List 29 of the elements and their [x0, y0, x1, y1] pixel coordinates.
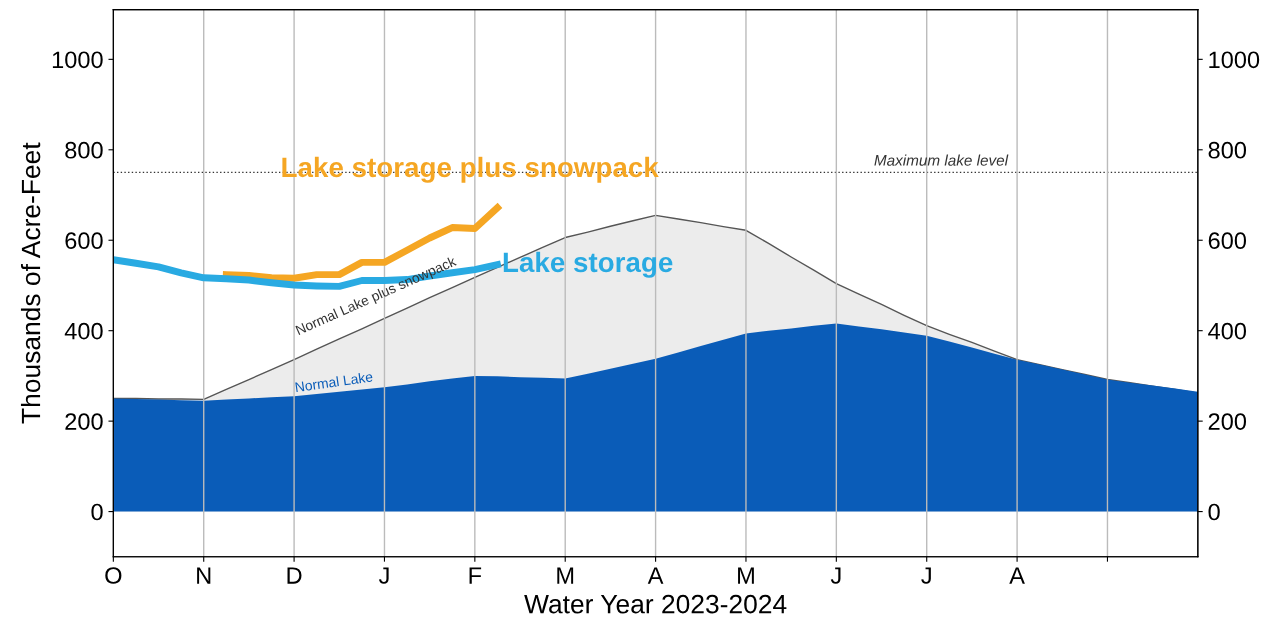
y2-tick-label: 800	[1208, 141, 1247, 159]
y2-tick-label: 0	[1208, 503, 1220, 521]
x-tick-label: M	[738, 567, 754, 584]
x-tick-label: D	[287, 567, 302, 584]
ref-line-label: Maximum lake level	[874, 154, 1009, 166]
x-tick-label: M	[557, 567, 574, 584]
x-tick-label: A	[647, 567, 664, 584]
y2-tick-label: 400	[1208, 322, 1247, 340]
x-tick-label: A	[1009, 567, 1025, 584]
x-tick-label: F	[469, 567, 482, 584]
y-tick-label: 200	[65, 413, 103, 430]
series-label: Lake storage plus snowpack	[282, 156, 659, 183]
y2-tick-label: 200	[1208, 413, 1247, 430]
x-tick-label: N	[197, 567, 211, 584]
y2-tick-label: 600	[1208, 232, 1247, 250]
y-tick-label: 600	[65, 232, 103, 250]
x-axis-title: Water Year 2023-2024	[524, 594, 787, 614]
y-axis-title: Thousands of Acre-Feet	[20, 142, 41, 424]
series-label: Lake storage	[503, 251, 673, 278]
x-tick-label: J	[830, 567, 841, 584]
y-tick-label: 0	[91, 503, 103, 521]
text: Normal Lake	[295, 371, 373, 393]
y-tick-label: 800	[65, 141, 103, 159]
y-tick-label: 400	[64, 322, 103, 340]
y-tick-label: 1000	[52, 51, 103, 69]
x-tick-label: J	[378, 567, 389, 584]
y2-tick-label: 1000	[1209, 51, 1260, 69]
x-tick-label: O	[105, 567, 122, 584]
x-tick-label: J	[921, 567, 931, 584]
